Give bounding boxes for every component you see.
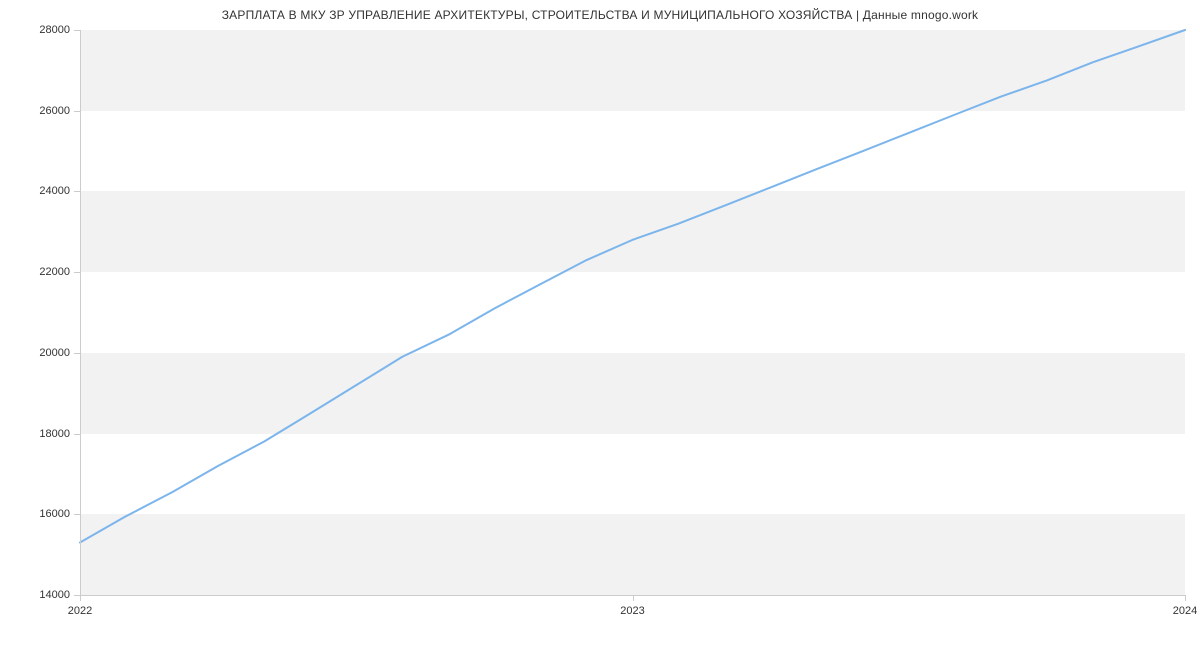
x-tick	[80, 595, 81, 601]
y-tick	[74, 514, 80, 515]
y-tick-label: 14000	[26, 589, 70, 601]
chart-container: ЗАРПЛАТА В МКУ ЗР УПРАВЛЕНИЕ АРХИТЕКТУРЫ…	[0, 0, 1200, 650]
x-tick	[633, 595, 634, 601]
y-tick	[74, 434, 80, 435]
y-tick-label: 24000	[26, 185, 70, 197]
y-tick	[74, 353, 80, 354]
y-tick-label: 16000	[26, 508, 70, 520]
plot-area: 1400016000180002000022000240002600028000…	[80, 30, 1185, 595]
y-tick-label: 18000	[26, 428, 70, 440]
x-tick	[1185, 595, 1186, 601]
line-layer	[80, 30, 1185, 595]
y-tick	[74, 191, 80, 192]
y-axis-line	[80, 30, 81, 595]
y-tick-label: 26000	[26, 105, 70, 117]
y-tick	[74, 272, 80, 273]
x-tick-label: 2024	[1173, 605, 1197, 617]
chart-title: ЗАРПЛАТА В МКУ ЗР УПРАВЛЕНИЕ АРХИТЕКТУРЫ…	[0, 8, 1200, 22]
y-tick-label: 20000	[26, 347, 70, 359]
y-tick-label: 22000	[26, 266, 70, 278]
y-tick	[74, 30, 80, 31]
y-tick-label: 28000	[26, 24, 70, 36]
series-line	[80, 30, 1185, 543]
x-tick-label: 2022	[68, 605, 92, 617]
y-tick	[74, 111, 80, 112]
x-tick-label: 2023	[620, 605, 644, 617]
